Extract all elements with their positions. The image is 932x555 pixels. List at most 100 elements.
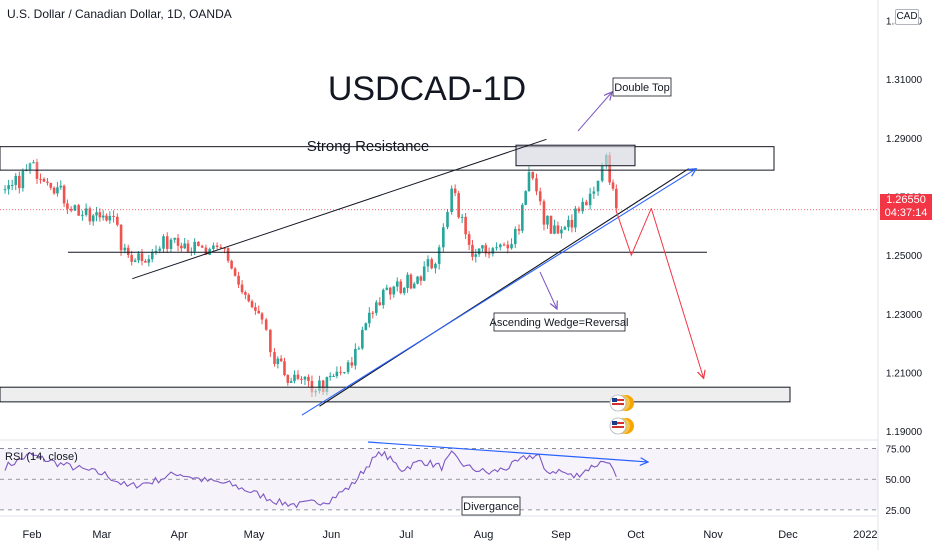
candle-body — [91, 215, 95, 222]
candle-body — [3, 189, 7, 191]
time-tick-label: Jul — [399, 529, 413, 541]
candle-body — [567, 219, 570, 228]
candle-body — [368, 312, 371, 324]
candle-body — [332, 376, 335, 378]
candle-body — [510, 244, 513, 249]
time-tick-label: 2022 — [853, 529, 877, 541]
axes: 1.330001.310001.290001.270001.250001.230… — [23, 17, 923, 541]
economic-event-icons[interactable] — [609, 394, 634, 435]
candle-body — [546, 215, 549, 225]
candle-body — [442, 227, 445, 248]
candle-body — [307, 376, 310, 381]
candle-body — [226, 248, 230, 261]
candle-body — [395, 281, 399, 287]
candle-body — [521, 204, 524, 231]
candle-body — [95, 212, 98, 216]
blue-trendline — [301, 169, 696, 416]
candle-body — [499, 244, 502, 248]
candle-body — [289, 381, 293, 383]
candle-body — [296, 374, 300, 379]
candle-body — [212, 245, 215, 249]
support-zone — [0, 386, 791, 403]
candle-body — [388, 287, 392, 295]
rsi-divergence-arrow — [367, 441, 648, 462]
double-top-label: Double Top — [614, 82, 669, 94]
candle-body — [303, 376, 307, 380]
candle-body — [219, 246, 223, 248]
candle-body — [133, 260, 137, 262]
current-price-badge: 1.26550 — [880, 194, 932, 207]
candle-body — [491, 248, 495, 254]
candle-body — [471, 244, 474, 257]
time-tick-label: Feb — [23, 529, 42, 541]
candle-body — [600, 165, 604, 181]
drawings — [0, 92, 878, 416]
double-top-zone — [515, 144, 636, 167]
candle-body — [56, 187, 59, 194]
candle-body — [165, 236, 169, 249]
candle-body — [147, 259, 151, 263]
candle-body — [361, 329, 364, 349]
candle-body — [409, 274, 413, 289]
forecast-arrow — [650, 208, 703, 378]
rsi-pane — [0, 441, 878, 511]
candle-body — [588, 193, 592, 206]
strong-resistance-label: Strong Resistance — [307, 138, 430, 155]
candle-body — [399, 281, 403, 294]
candle-body — [223, 247, 226, 249]
candle-body — [535, 178, 538, 192]
us-flag-icon[interactable] — [609, 394, 634, 412]
candle-body — [460, 216, 464, 218]
time-tick-label: Mar — [92, 529, 111, 541]
candle-body — [596, 180, 600, 192]
candle-body — [585, 201, 588, 206]
candle-body — [406, 274, 409, 288]
candle-body — [426, 259, 430, 267]
candle-body — [254, 307, 257, 311]
candle-body — [21, 170, 25, 189]
candle-body — [105, 215, 108, 221]
candle-body — [325, 376, 329, 392]
candle-body — [286, 375, 290, 383]
candle-body — [240, 284, 244, 293]
candle-body — [150, 252, 154, 260]
rsi-level-label: 75.00 — [885, 445, 910, 456]
currency-badge[interactable]: CAD — [895, 9, 919, 25]
candle-body — [126, 247, 130, 256]
candle-body — [204, 247, 208, 255]
time-tick-label: Dec — [778, 529, 798, 541]
us-flag-icon[interactable] — [609, 417, 634, 435]
candle-body — [577, 208, 581, 212]
candle-body — [215, 245, 219, 247]
candle-body — [611, 182, 615, 189]
candle-body — [484, 245, 488, 254]
candle-body — [328, 376, 332, 378]
candles — [3, 152, 618, 398]
lower-wedge-line — [319, 168, 689, 407]
divergence-label-box[interactable]: Divergance — [461, 496, 521, 516]
candle-body — [230, 260, 233, 269]
double-top-label-box[interactable]: Double Top — [612, 77, 672, 97]
candle-body — [119, 224, 123, 251]
candle-body — [495, 247, 498, 249]
bar-countdown-badge: 04:37:14 — [880, 207, 932, 220]
candle-body — [434, 263, 437, 269]
candle-body — [7, 185, 10, 190]
candle-body — [378, 302, 382, 306]
candle-body — [69, 208, 73, 211]
candle-body — [39, 178, 42, 180]
candle-body — [339, 371, 342, 373]
candle-body — [10, 184, 14, 186]
candle-body — [73, 205, 77, 211]
candle-body — [173, 237, 177, 240]
candle-body — [52, 187, 56, 194]
rsi-indicator-label[interactable]: RSI (14, close) — [5, 451, 78, 463]
candle-body — [180, 245, 183, 249]
double-top-pointer — [577, 92, 612, 132]
ascending-wedge-label-box[interactable]: Ascending Wedge=Reversal — [490, 312, 629, 332]
candle-body — [549, 215, 553, 234]
candle-body — [88, 208, 92, 222]
forecast-zigzag — [615, 208, 652, 257]
